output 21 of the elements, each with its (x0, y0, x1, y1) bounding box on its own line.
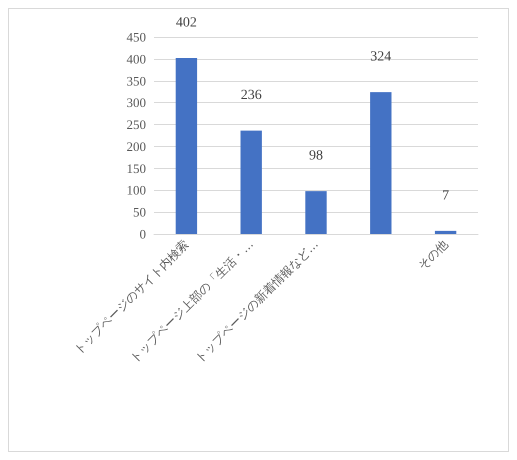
y-tick-label: 400 (126, 51, 146, 66)
y-tick-label: 300 (126, 95, 146, 110)
bar (434, 230, 456, 234)
y-tick-label: 50 (133, 204, 146, 220)
y-tick-label: 250 (126, 117, 146, 132)
y-tick-label: 150 (126, 160, 146, 176)
data-label: 324 (370, 50, 392, 65)
y-tick-label: 0 (140, 226, 146, 242)
x-tick-label: その他 (415, 237, 451, 272)
bar (240, 130, 262, 234)
data-label: 402 (176, 16, 197, 31)
y-tick-label: 450 (126, 30, 146, 44)
bar (176, 58, 198, 234)
data-label: 236 (240, 88, 262, 104)
data-label: 98 (309, 148, 323, 164)
data-label: 7 (442, 188, 450, 204)
y-tick-label: 100 (126, 182, 146, 198)
bar (305, 191, 327, 234)
y-tick-label: 200 (126, 138, 146, 154)
y-tick-label: 350 (126, 73, 146, 88)
bar (370, 92, 392, 234)
